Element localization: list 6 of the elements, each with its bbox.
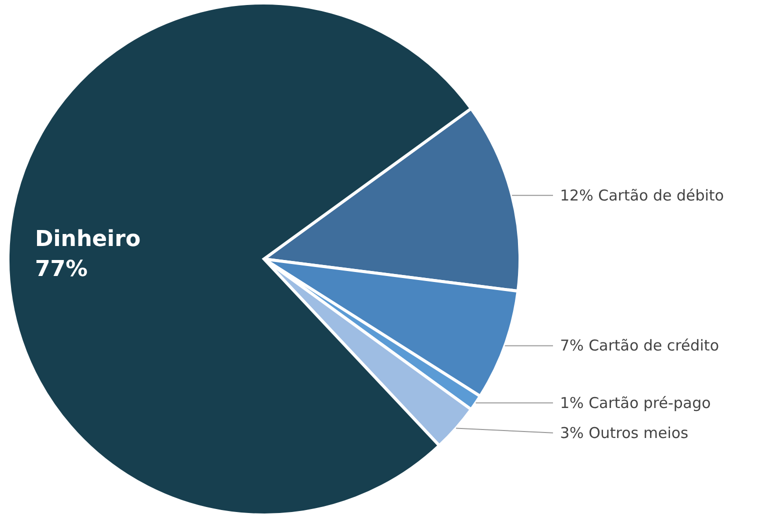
data-label: 77% (35, 257, 88, 282)
slice-label: 1% Cartão pré-pago (560, 394, 711, 412)
slice-label: 7% Cartão de crédito (560, 336, 719, 355)
slice-label: Dinheiro (35, 227, 141, 252)
slice-label: 3% Outros meios (560, 424, 689, 442)
slice-label: 12% Cartão de débito (560, 186, 724, 204)
